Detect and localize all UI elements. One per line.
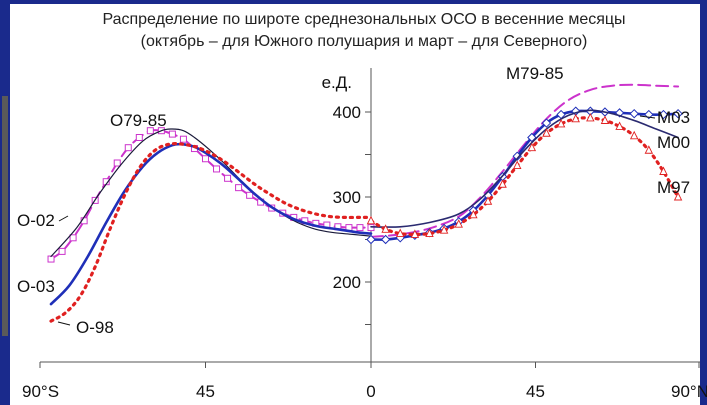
data-point-square bbox=[113, 159, 121, 167]
data-point-triangle bbox=[469, 209, 478, 219]
data-point-square bbox=[246, 191, 254, 199]
series-label-m79-85: M79-85 bbox=[506, 64, 564, 83]
y-tick-label: 300 bbox=[333, 188, 361, 207]
data-point-triangle bbox=[366, 215, 376, 225]
data-point-square bbox=[168, 130, 176, 138]
series-label-o-98: O-98 bbox=[76, 318, 114, 337]
data-point-triangle bbox=[527, 142, 537, 152]
data-point-square bbox=[202, 155, 209, 163]
label-leader-line bbox=[57, 321, 71, 326]
y-tick-label: 400 bbox=[333, 103, 361, 122]
data-point-square bbox=[135, 134, 143, 141]
data-point-square bbox=[179, 135, 187, 143]
data-point-diamond bbox=[658, 109, 669, 120]
series-line-m03 bbox=[369, 109, 680, 241]
data-point-square bbox=[213, 165, 221, 173]
data-point-square bbox=[69, 234, 77, 242]
plot-area bbox=[47, 83, 683, 323]
data-point-square bbox=[224, 174, 232, 182]
x-tick-label: 45 bbox=[196, 382, 215, 401]
left-edge-accent bbox=[2, 96, 8, 336]
x-tick-label: 45 bbox=[526, 382, 545, 401]
data-point-triangle bbox=[629, 130, 639, 140]
chart-axes: 400 300 200 90°S 45 0 45 90°N bbox=[22, 68, 707, 401]
data-point-diamond bbox=[673, 108, 683, 119]
x-tick-label: 90°S bbox=[22, 382, 59, 401]
series-line-m97 bbox=[369, 116, 680, 237]
left-edge-bar bbox=[0, 0, 10, 405]
series-label-m97: M97 bbox=[657, 178, 690, 197]
series-labels: O79-85 O-02 O-03 O-98 M79-85 M03 M00 M97 bbox=[17, 64, 690, 337]
chart-subtitle: (октябрь – для Южного полушария и март –… bbox=[141, 33, 588, 50]
data-point-triangle bbox=[542, 128, 551, 137]
data-point-triangle bbox=[381, 224, 390, 233]
series-label-m03: M03 bbox=[657, 108, 690, 127]
data-point-triangle bbox=[586, 112, 595, 122]
data-point-square bbox=[235, 184, 243, 192]
data-point-diamond bbox=[629, 108, 639, 119]
data-point-diamond bbox=[366, 234, 376, 245]
series-line-m79-85 bbox=[370, 83, 680, 238]
x-tick-label: 0 bbox=[366, 382, 375, 401]
series-label-o-03: O-03 bbox=[17, 277, 55, 296]
data-point-diamond bbox=[380, 234, 391, 245]
data-point-triangle bbox=[571, 113, 580, 123]
data-point-square bbox=[124, 144, 132, 152]
data-point-triangle bbox=[556, 118, 566, 128]
data-point-triangle bbox=[615, 121, 624, 130]
data-point-triangle bbox=[425, 228, 434, 237]
data-point-triangle bbox=[659, 166, 668, 175]
series-label-m00: M00 bbox=[657, 133, 690, 152]
data-point-triangle bbox=[483, 196, 493, 205]
data-point-triangle bbox=[600, 115, 610, 124]
data-point-triangle bbox=[498, 179, 507, 188]
series-label-o79-85: O79-85 bbox=[110, 111, 167, 130]
data-point-diamond bbox=[541, 118, 552, 128]
data-point-triangle bbox=[396, 228, 405, 237]
label-leader-line bbox=[639, 115, 656, 119]
chart-title: Распределение по широте среднезональных … bbox=[102, 11, 625, 28]
x-tick-label: 90°N bbox=[671, 382, 707, 401]
chart-panel bbox=[10, 4, 700, 405]
data-point-triangle bbox=[512, 160, 522, 169]
data-point-triangle bbox=[644, 145, 654, 154]
data-point-triangle bbox=[454, 219, 463, 228]
y-tick-label: 200 bbox=[333, 273, 361, 292]
series-line-o-98 bbox=[49, 142, 373, 323]
label-leader-line bbox=[58, 215, 69, 222]
data-point-square bbox=[58, 247, 66, 255]
y-axis-label: е.Д. bbox=[322, 73, 352, 92]
series-line-o-02 bbox=[50, 128, 372, 258]
series-label-o-02: O-02 bbox=[17, 211, 55, 230]
data-point-square bbox=[146, 127, 154, 135]
data-point-triangle bbox=[673, 191, 683, 201]
series-line-m00 bbox=[370, 109, 679, 228]
data-point-square bbox=[356, 224, 364, 232]
data-point-diamond bbox=[644, 109, 654, 120]
data-point-triangle bbox=[410, 229, 420, 238]
data-point-triangle bbox=[439, 225, 449, 234]
